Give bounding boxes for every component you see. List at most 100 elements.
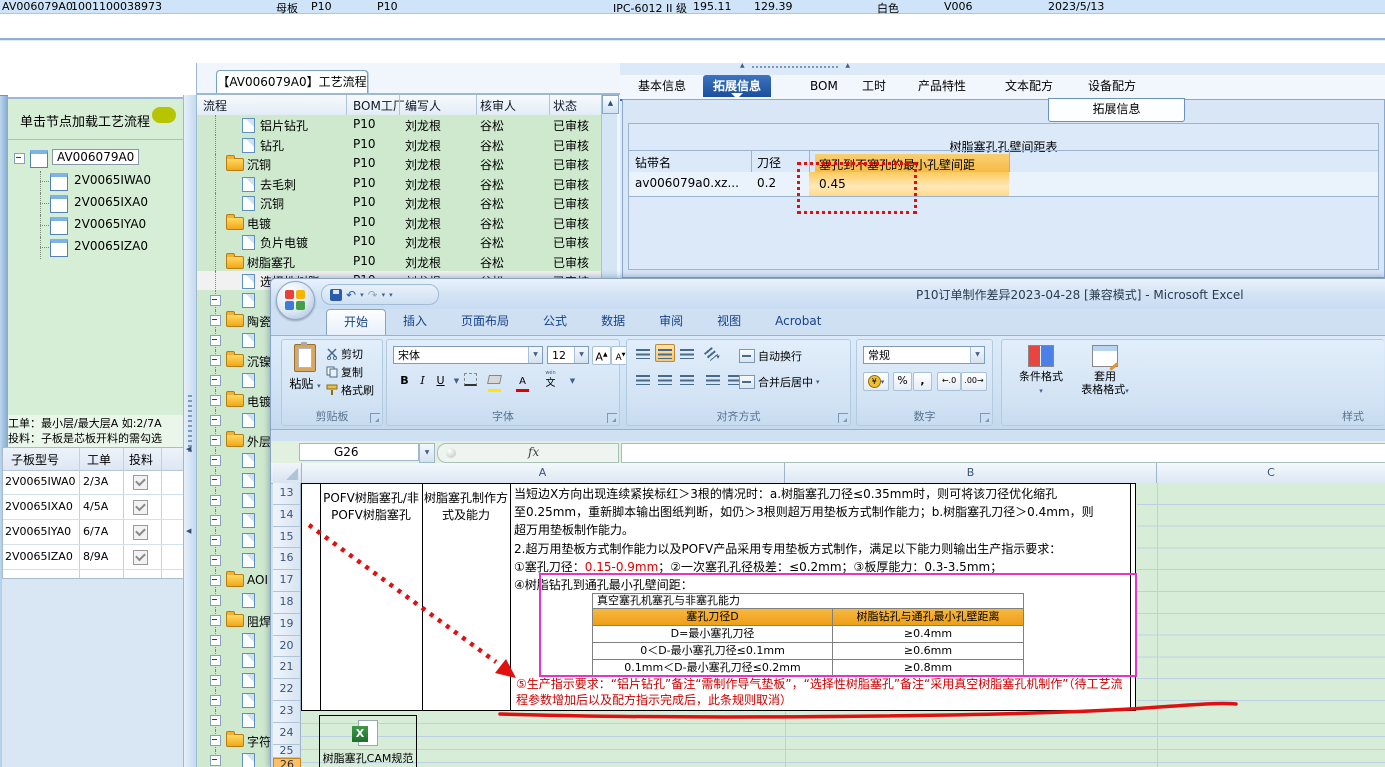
subboard-row[interactable]: 2V0065IWA0 2/3A — [3, 470, 184, 495]
collapse-icon[interactable] — [210, 535, 221, 546]
ribbon-tab[interactable]: 开始 — [326, 309, 387, 335]
accounting-format-button[interactable]: ¥ ▾ — [863, 372, 889, 391]
ribbon-tab[interactable]: Acrobat — [775, 314, 822, 328]
row-header[interactable]: 16 — [273, 548, 301, 571]
info-tab[interactable]: 文本配方 — [1005, 79, 1054, 93]
subboard-row[interactable]: 2V0065IZA0 8/9A — [3, 545, 184, 570]
collapse-icon[interactable] — [210, 575, 221, 586]
flow-row[interactable]: 负片电镀 P10 刘龙根 谷松 已审核 — [197, 232, 601, 252]
row-header[interactable]: 15 — [273, 526, 301, 549]
subboard-row[interactable]: 2V0065IXA0 4/5A — [3, 495, 184, 520]
row-header[interactable]: 21 — [273, 657, 301, 680]
collapse-icon[interactable] — [210, 735, 221, 746]
info-sub-tab[interactable]: 拓展信息 — [1048, 98, 1185, 122]
collapse-icon[interactable] — [210, 675, 221, 686]
dialog-launcher-icon[interactable] — [838, 413, 848, 423]
collapse-icon[interactable] — [210, 415, 221, 426]
flow-row[interactable]: 去毛刺 P10 刘龙根 谷松 已审核 — [197, 173, 601, 193]
scroll-up-icon[interactable]: ▲ — [602, 95, 619, 114]
collapse-icon[interactable] — [210, 595, 221, 606]
align-bottom-button[interactable] — [677, 344, 697, 362]
collapse-icon[interactable] — [210, 335, 221, 346]
font-size-combo[interactable]: 12 ▼ — [547, 346, 589, 364]
phonetic-button[interactable]: wén 文 — [545, 370, 556, 390]
row-header[interactable]: 24 — [273, 722, 301, 745]
collapse-icon[interactable] — [210, 615, 221, 626]
flow-row[interactable]: 树脂塞孔 P10 刘龙根 谷松 已审核 — [197, 251, 601, 271]
row-header[interactable]: 20 — [273, 635, 301, 658]
ribbon-tab[interactable]: 视图 — [717, 314, 742, 328]
dialog-launcher-icon[interactable] — [370, 413, 380, 423]
row-header[interactable]: 22 — [273, 679, 301, 701]
collapse-icon[interactable] — [14, 153, 25, 164]
borders-button[interactable] — [461, 372, 480, 391]
column-header-c[interactable]: C — [1157, 463, 1385, 483]
fx-icon[interactable]: fx — [528, 445, 540, 459]
chevron-down-icon[interactable]: ▾ — [360, 290, 364, 299]
ribbon-tab[interactable]: 审阅 — [659, 314, 684, 328]
qat-customize-icon[interactable]: ▾ — [389, 290, 393, 299]
gap-table-row[interactable]: av006079a0.xz... 0.2 0.45 — [629, 172, 1378, 197]
chevron-down-icon[interactable]: ▼ — [419, 443, 435, 463]
tree-root-label[interactable]: AV006079A0 — [52, 149, 140, 165]
sheet-content-table[interactable]: POFV树脂塞孔/非POFV树脂塞孔 树脂塞孔制作方式及能力 当短边X方向出现连… — [301, 483, 1137, 711]
chevron-down-icon[interactable]: ▼ — [574, 347, 588, 363]
increase-decimal-button[interactable]: ←.0 — [937, 372, 961, 391]
align-top-button[interactable] — [633, 344, 653, 362]
collapse-icon[interactable] — [210, 635, 221, 646]
orientation-button[interactable]: ▾ — [703, 344, 723, 362]
collapse-icon[interactable] — [210, 755, 221, 766]
fill-color-button[interactable] — [485, 372, 504, 392]
underline-button[interactable]: U — [436, 374, 445, 387]
flow-row[interactable]: 沉铜 P10 刘龙根 谷松 已审核 — [197, 193, 601, 213]
feed-checkbox[interactable] — [133, 550, 148, 565]
chevron-down-icon[interactable]: ▾ — [381, 290, 386, 299]
collapse-icon[interactable] — [210, 295, 221, 306]
undo-icon[interactable]: ↶ — [346, 287, 357, 302]
conditional-formatting-button[interactable]: 条件格式 ▾ — [1010, 345, 1072, 398]
collapse-icon[interactable] — [210, 355, 221, 366]
flow-panel-tab[interactable]: 【AV006079A0】工艺流程 — [216, 70, 368, 94]
chevron-down-icon[interactable]: ▼ — [528, 347, 542, 363]
collapse-icon[interactable] — [210, 715, 221, 726]
collapse-icon[interactable] — [210, 315, 221, 326]
collapse-icon[interactable] — [210, 515, 221, 526]
row-header[interactable]: 14 — [273, 504, 301, 527]
insert-function-area[interactable]: fx — [437, 443, 619, 463]
ribbon-tab[interactable]: 页面布局 — [461, 314, 510, 328]
collapse-icon[interactable] — [210, 655, 221, 666]
info-tab[interactable]: 工时 — [862, 79, 887, 93]
info-tab[interactable]: 产品特性 — [918, 79, 967, 93]
bold-button[interactable]: B — [400, 374, 409, 387]
flow-row[interactable]: 铝片钻孔 P10 刘龙根 谷松 已审核 — [197, 115, 601, 135]
collapse-icon[interactable] — [210, 475, 221, 486]
column-header-a[interactable]: A — [301, 463, 785, 483]
splitter-arrow-icon[interactable]: ◀ — [186, 527, 192, 535]
column-header-b[interactable]: B — [785, 463, 1157, 483]
info-tab[interactable]: 拓展信息 — [703, 75, 772, 99]
chevron-down-icon[interactable]: ▼ — [453, 377, 460, 385]
number-format-combo[interactable]: 常规 ▼ — [863, 346, 985, 364]
redo-icon[interactable]: ↷ — [367, 287, 378, 302]
min-gap-value[interactable]: 0.45 — [809, 172, 1009, 196]
increase-indent-button[interactable] — [725, 370, 745, 388]
merge-center-button[interactable]: 合并后居中 ▾ — [739, 374, 820, 390]
cut-button[interactable]: 剪切 — [326, 346, 363, 362]
row-header[interactable]: 23 — [273, 700, 301, 723]
dialog-launcher-icon[interactable] — [980, 413, 990, 423]
chevron-down-icon[interactable]: ▼ — [569, 377, 576, 385]
align-center-button[interactable] — [655, 370, 675, 388]
collapse-icon[interactable] — [210, 375, 221, 386]
comma-button[interactable]: , — [913, 372, 932, 391]
align-left-button[interactable] — [633, 370, 653, 388]
top-table-row[interactable]: AV006079A0 1001100038973 母板 P10 P10 IPC-6012 … — [0, 0, 1385, 15]
decrease-decimal-button[interactable]: .00→ — [961, 372, 987, 391]
collapse-icon[interactable] — [210, 395, 221, 406]
dialog-launcher-icon[interactable] — [607, 413, 617, 423]
percent-button[interactable]: % — [893, 372, 912, 391]
office-button[interactable] — [276, 281, 315, 320]
subboard-row[interactable]: 2V0065IYA0 6/7A — [3, 520, 184, 545]
collapse-icon[interactable] — [210, 695, 221, 706]
row-header[interactable]: 18 — [273, 591, 301, 614]
wrap-text-button[interactable]: 自动换行 — [739, 348, 802, 364]
